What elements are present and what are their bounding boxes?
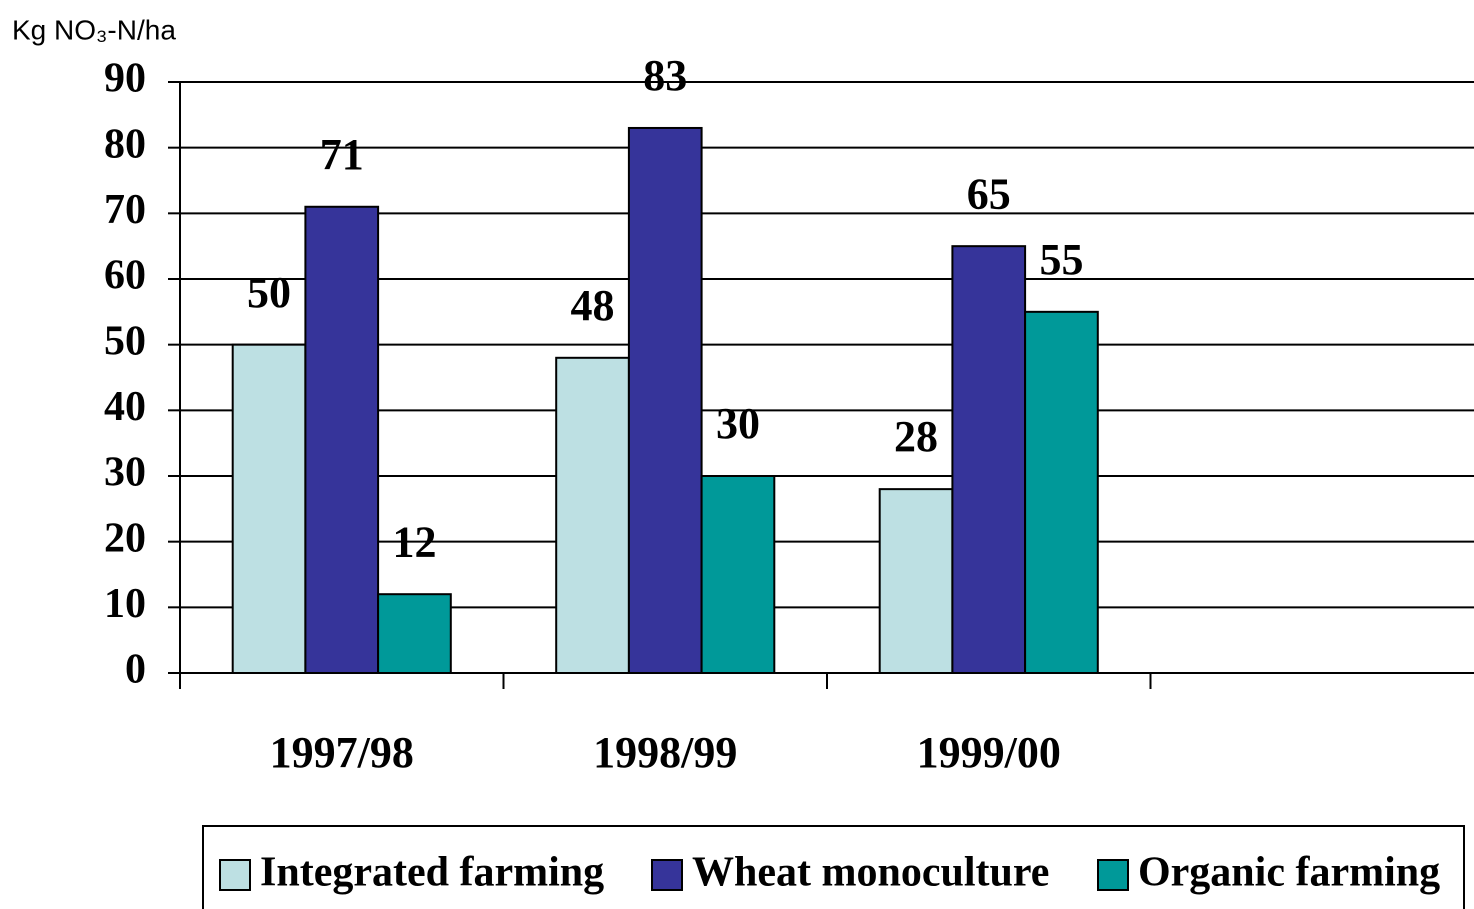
legend-box [202, 825, 1465, 909]
bar [304, 205, 380, 674]
data-label: 12 [392, 517, 436, 566]
y-tick-label: 70 [104, 187, 146, 233]
y-tick-label: 40 [104, 384, 146, 430]
data-label: 28 [894, 412, 938, 461]
y-axis-label: Kg NO₃-N/ha [12, 14, 176, 45]
data-label: 30 [716, 399, 760, 448]
data-label: 50 [247, 268, 291, 317]
x-tick-label: 1999/00 [917, 728, 1061, 777]
bar [700, 475, 776, 674]
x-tick-label: 1997/98 [270, 728, 414, 777]
legend-label: Integrated farming [260, 850, 604, 896]
bar [878, 488, 954, 674]
legend-swatch [651, 859, 683, 891]
bar [1024, 310, 1099, 674]
bar [951, 245, 1027, 675]
y-tick-label: 60 [104, 253, 146, 299]
x-tick-label: 1998/99 [593, 728, 737, 777]
legend-swatch [1097, 859, 1129, 891]
legend-label: Wheat monoculture [692, 850, 1049, 896]
data-label: 83 [643, 51, 687, 100]
y-tick-label: 50 [104, 318, 146, 364]
bar [555, 356, 630, 674]
y-tick-label: 80 [104, 121, 146, 167]
bar [377, 593, 452, 675]
data-label: 65 [967, 169, 1011, 218]
y-tick-label: 30 [104, 450, 146, 496]
bar [231, 343, 307, 674]
data-label: 71 [320, 130, 364, 179]
y-tick-label: 90 [104, 56, 146, 102]
legend-swatch [219, 859, 251, 891]
legend-label: Organic farming [1138, 850, 1440, 896]
data-label: 48 [571, 281, 615, 330]
bar [627, 126, 703, 674]
y-tick-label: 20 [104, 515, 146, 561]
y-tick-label: 0 [125, 647, 146, 693]
data-label: 55 [1039, 235, 1083, 284]
y-tick-label: 10 [104, 581, 146, 627]
